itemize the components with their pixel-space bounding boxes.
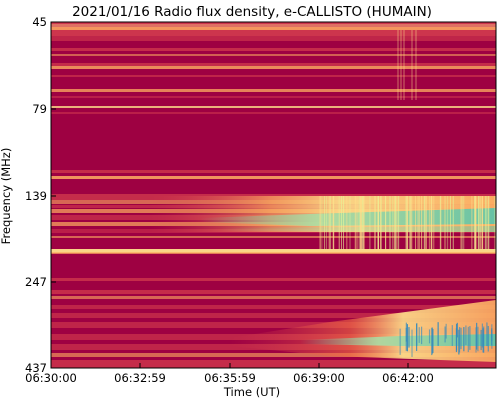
spectrum-band: [51, 296, 496, 299]
spectrum-band: [51, 236, 496, 238]
spectrum-band: [51, 36, 496, 41]
y-tick-label: 79: [32, 102, 47, 116]
burst-peak-upper-2: [220, 226, 496, 232]
spectrum-band: [51, 176, 496, 179]
x-axis-ticks: 06:30:00 06:32:59 06:35:59 06:39:00 06:42:00: [25, 363, 434, 385]
spectrum-band: [51, 170, 496, 173]
spectrum-band: [51, 106, 496, 108]
chart-title: 2021/01/16 Radio flux density, e-CALLIST…: [72, 4, 432, 20]
spectrum-band: [51, 75, 496, 77]
y-axis-ticks: 45 79 139 247 437: [25, 15, 56, 375]
spectrum-band: [51, 27, 496, 30]
spectrum-band: [51, 249, 496, 253]
spectrum-band: [51, 24, 496, 27]
spectrum-band: [51, 313, 496, 318]
frequency-bands: [51, 22, 496, 368]
x-tick-label: 06:32:59: [114, 371, 166, 385]
spectrum-band: [51, 63, 496, 66]
y-tick-label: 247: [25, 275, 47, 289]
spectrum-band: [51, 305, 496, 309]
y-tick-label: 45: [32, 15, 47, 29]
x-tick-label: 06:39:00: [293, 371, 345, 385]
spectrum-band: [51, 353, 496, 357]
spectrum-band: [51, 278, 496, 281]
spectrum-band: [51, 322, 496, 328]
spectrum-band: [51, 54, 496, 56]
x-axis-label: Time (UT): [223, 385, 281, 399]
spectrum-band: [51, 252, 496, 254]
spectrum-band: [51, 360, 496, 368]
x-tick-label: 06:35:59: [204, 371, 256, 385]
spectrogram-image: [51, 22, 496, 368]
burst-peak-lower: [300, 334, 496, 346]
y-tick-label: 437: [25, 361, 47, 375]
spectrum-band: [51, 89, 496, 92]
spectrum-band: [51, 112, 496, 114]
spectrum-band: [51, 96, 496, 98]
plot-frame: [50, 21, 497, 369]
burst-emission-lower: [230, 300, 496, 362]
spectrum-band: [51, 66, 496, 69]
spectrum-band: [51, 290, 496, 294]
x-tick-label: 06:42:00: [382, 371, 434, 385]
spectrum-band: [51, 48, 496, 51]
x-tick-label: 06:30:00: [25, 371, 77, 385]
y-tick-label: 139: [25, 189, 47, 203]
burst-striations: [319, 30, 496, 357]
